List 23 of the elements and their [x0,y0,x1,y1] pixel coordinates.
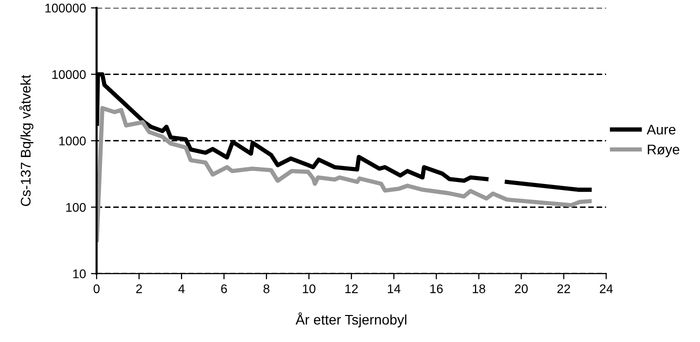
legend-label: Aure [646,124,676,135]
y-tick-label: 10 [73,269,86,278]
line-series [96,106,592,242]
x-axis-title: År etter Tsjernobyl [296,312,406,328]
x-tick-label: 18 [472,284,486,294]
x-tick-label: 14 [388,284,400,294]
legend-label: Røye [648,144,680,158]
x-tick-label: 22 [557,284,570,294]
y-tick-label: 10000 [52,70,86,79]
x-tick-label: 2 [136,284,142,294]
y-tick-label: 100 [66,202,86,212]
x-tick-label: 24 [600,284,613,294]
y-tick-label: 1000 [59,136,86,146]
y-tick-label: 100000 [45,4,86,13]
y-axis-title: Cs-137 Bq/kg våtvekt [19,74,34,206]
x-tick-label: 10 [302,284,316,294]
x-tick-label: 0 [94,284,100,294]
x-tick-label: 4 [178,284,185,294]
x-tick-label: 8 [264,284,270,294]
x-tick-label: 20 [514,284,528,294]
x-tick-label: 12 [345,284,358,294]
x-tick-label: 16 [430,284,443,294]
x-tick-label: 6 [221,284,227,294]
